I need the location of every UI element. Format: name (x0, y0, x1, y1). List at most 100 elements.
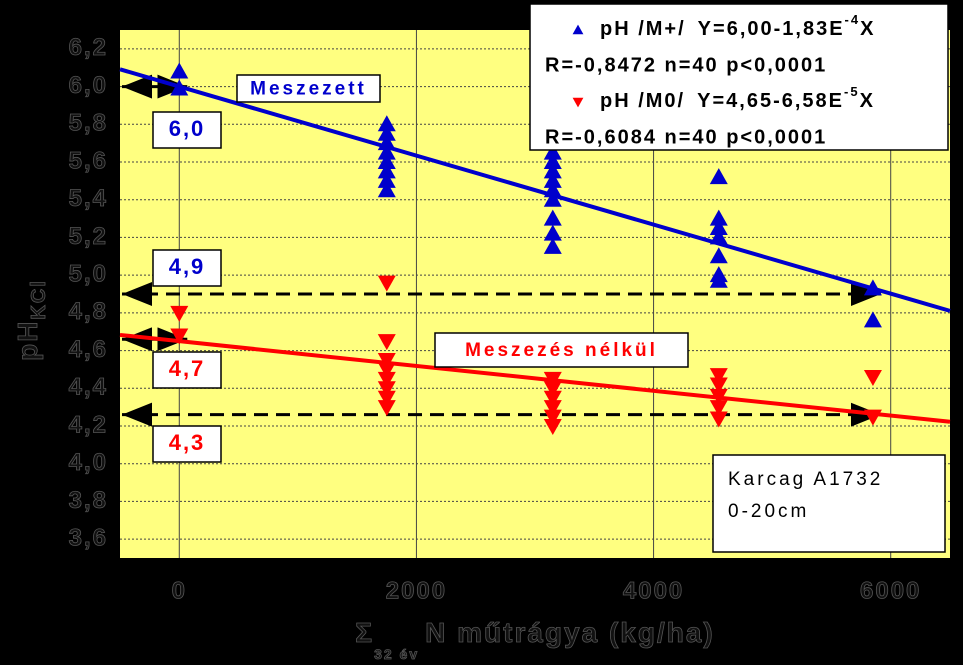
data-point (170, 79, 189, 96)
note-text: Karcag A1732 (728, 469, 883, 490)
y-tick-label: 3,8 (69, 487, 108, 514)
y-tick-label: 4,0 (69, 449, 108, 476)
data-point (709, 228, 728, 245)
y-label-text: pH (12, 320, 43, 361)
data-point (709, 168, 728, 185)
value-box (152, 111, 222, 149)
regression-line (119, 67, 951, 313)
x-label-sub: 32 év (374, 646, 419, 662)
value-box (152, 249, 222, 287)
data-point (543, 400, 562, 417)
series-label: Meszezés nélkül (465, 340, 658, 361)
value-label: 4,9 (169, 254, 206, 279)
data-point (543, 237, 562, 254)
value-box (152, 351, 222, 389)
data-point (377, 162, 396, 179)
note-box (712, 454, 946, 553)
data-point (377, 381, 396, 398)
data-point (709, 388, 728, 405)
data-point (543, 381, 562, 398)
data-point (377, 400, 396, 417)
note-text: 0-20cm (728, 501, 809, 522)
data-point (543, 143, 562, 160)
value-label: 4,3 (169, 430, 206, 455)
regression-line (119, 332, 951, 424)
data-point (543, 419, 562, 435)
data-point (377, 115, 396, 132)
data-point (543, 181, 562, 198)
data-point (543, 171, 562, 188)
data-point (377, 334, 396, 351)
y-label-sub: KCl (28, 279, 50, 319)
data-point (377, 371, 396, 388)
legend-entry: pH /M+/ Y=6,00-1,83E-4X (600, 12, 875, 40)
y-tick-label: 3,6 (69, 524, 108, 551)
data-point (709, 219, 728, 235)
x-label-text: N műtrágya (kg/ha) (425, 617, 715, 648)
data-point (377, 171, 396, 188)
y-tick-label: 5,0 (69, 260, 108, 287)
y-tick-label: 5,2 (69, 223, 108, 250)
legend-marker (572, 97, 584, 108)
legend-box (529, 3, 949, 151)
data-point (543, 224, 562, 241)
data-point (709, 209, 728, 226)
data-point (709, 377, 728, 394)
data-point (709, 400, 728, 417)
data-point (170, 328, 189, 345)
x-tick-label: 0 (172, 577, 187, 604)
data-point (377, 362, 396, 379)
data-point (170, 62, 189, 79)
y-tick-label: 4,4 (69, 374, 108, 401)
x-tick-label: 4000 (623, 577, 684, 604)
legend-equation-end: X (860, 18, 875, 40)
series-label-box (434, 332, 689, 368)
y-tick-label: 6,2 (69, 34, 108, 61)
x-tick-label: 2000 (386, 577, 447, 604)
legend-equation-end: X (860, 90, 875, 112)
y-axis-label: pHKCl (12, 279, 50, 361)
data-point (863, 409, 882, 426)
legend-equation: Y=6,00-1,83E (698, 18, 845, 40)
data-point (709, 247, 728, 264)
data-point (709, 368, 728, 385)
series-label-box (236, 74, 381, 103)
legend-exponent: -5 (844, 84, 860, 99)
data-point (377, 390, 396, 407)
y-tick-label: 4,8 (69, 298, 108, 325)
data-point (377, 124, 396, 141)
data-point (709, 271, 728, 288)
legend-marker (572, 24, 584, 35)
x-label-symbol: Σ (355, 617, 374, 648)
data-point (543, 409, 562, 426)
data-point (170, 305, 189, 322)
value-label: 4,7 (169, 356, 206, 381)
data-point (543, 190, 562, 207)
y-tick-label: 4,6 (69, 336, 108, 363)
data-point (377, 353, 396, 369)
x-tick-label: 6000 (860, 577, 921, 604)
data-point (543, 371, 562, 388)
data-point (863, 279, 882, 296)
series-label: Meszezett (250, 79, 367, 100)
legend-name: pH /M0/ (600, 90, 685, 112)
data-point (543, 209, 562, 226)
value-box (152, 425, 222, 463)
y-tick-label: 5,8 (69, 110, 108, 137)
x-axis-label: Σ32 év N műtrágya (kg/ha) (355, 617, 714, 661)
data-point (863, 369, 882, 386)
data-point (543, 153, 562, 169)
data-point (377, 134, 396, 151)
data-point (863, 311, 882, 328)
y-tick-label: 5,6 (69, 147, 108, 174)
y-tick-label: 4,2 (69, 411, 108, 438)
y-tick-label: 5,4 (69, 185, 108, 212)
data-point (543, 390, 562, 407)
data-point (377, 153, 396, 169)
legend-entry: pH /M0/Y=4,65-6,58E-5X (600, 84, 875, 112)
legend-exponent: -4 (845, 12, 861, 27)
y-tick-label: 6,0 (69, 72, 108, 99)
legend-equation: Y=4,65-6,58E (697, 90, 844, 112)
